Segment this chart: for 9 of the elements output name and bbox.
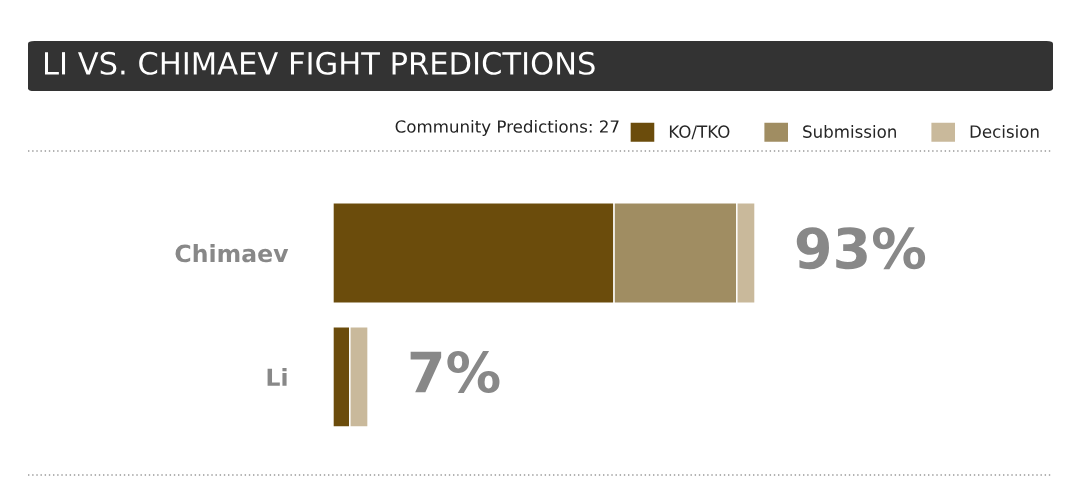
- y-tick-label: Chimaev: [175, 244, 289, 263]
- annotation: 93%: [796, 227, 926, 270]
- chart-title: LI VS. CHIMAEV FIGHT PREDICTIONS: [45, 51, 595, 75]
- legend-label: Submission: [803, 125, 896, 138]
- annotation: 7%: [410, 350, 500, 394]
- y-tick-label: Li: [267, 367, 287, 386]
- chart-subtitle: Community Predictions: 27: [395, 119, 619, 137]
- legend-label: KO/TKO: [669, 125, 730, 140]
- legend-label: Decision: [970, 125, 1039, 138]
